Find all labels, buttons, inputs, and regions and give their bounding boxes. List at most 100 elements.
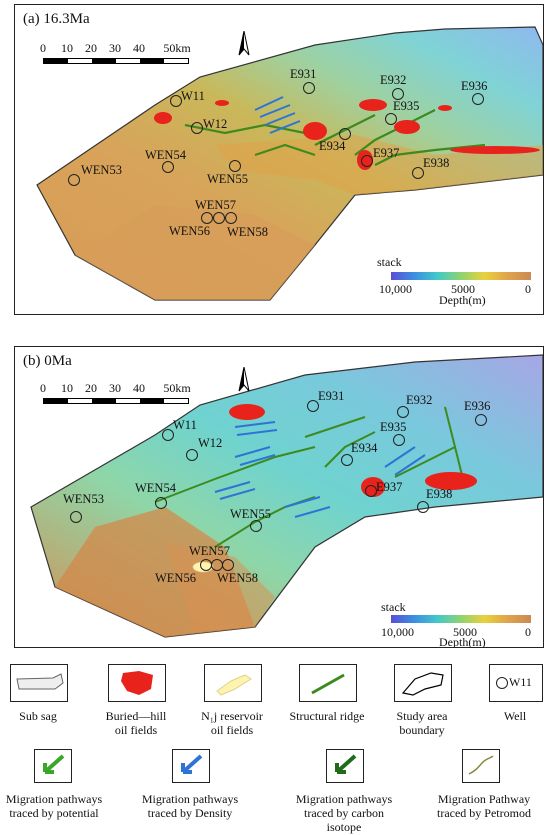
well-label: WEN55 bbox=[207, 172, 248, 186]
colorbar-title: stack bbox=[377, 255, 402, 269]
buried-hill-oil-fields bbox=[229, 404, 477, 497]
density-pathways bbox=[214, 421, 426, 518]
well-label: E935 bbox=[380, 420, 407, 434]
legend-well-sample: W11 bbox=[509, 675, 532, 689]
well-label: WEN54 bbox=[135, 481, 176, 495]
well-marker bbox=[162, 429, 174, 441]
scale-bar-b: 0 10 20 30 40 50km bbox=[40, 381, 231, 415]
well-marker bbox=[222, 559, 234, 571]
pathway-icon-petromod bbox=[468, 755, 494, 775]
well-label: W11 bbox=[173, 418, 197, 432]
legend-ridge-swatch bbox=[299, 664, 357, 702]
well-label: E936 bbox=[461, 79, 488, 93]
well-marker bbox=[70, 511, 82, 523]
scale-tick: 30 bbox=[109, 381, 121, 395]
well-marker bbox=[229, 160, 241, 172]
well-label: WEN55 bbox=[230, 507, 271, 521]
well-marker bbox=[307, 400, 319, 412]
legend-sub-sag-swatch bbox=[10, 664, 68, 702]
basin-map-b bbox=[30, 354, 543, 638]
legend-label: Migration pathways traced by carbon isot… bbox=[295, 792, 393, 834]
well-label: W12 bbox=[203, 117, 228, 131]
legend-label: Migration Pathway traced by Petromod bbox=[437, 792, 531, 820]
well-label: WEN57 bbox=[189, 544, 230, 558]
arrow-icon-isotope bbox=[335, 754, 357, 774]
scale-tick: 0 bbox=[40, 41, 46, 55]
depth-colorbar bbox=[391, 272, 531, 280]
map-panel-0ma: (b) 0Ma 0 10 20 30 40 50km E931 E932 E93… bbox=[14, 346, 544, 648]
legend-label: Structural ridge bbox=[289, 709, 365, 723]
legend-label: Well bbox=[503, 709, 527, 723]
oil-field-icon bbox=[121, 671, 153, 695]
legend-label: Migration pathways traced by Density bbox=[141, 792, 239, 820]
legend-petromod-swatch bbox=[462, 749, 500, 783]
well-marker bbox=[201, 212, 213, 224]
arrow-icon-potential bbox=[43, 754, 65, 774]
depth-colorbar bbox=[391, 615, 531, 623]
well-marker bbox=[385, 113, 397, 125]
density-pathways bbox=[254, 96, 301, 134]
scale-tick: 10 bbox=[61, 381, 73, 395]
well-marker bbox=[341, 454, 353, 466]
basin-map-a bbox=[36, 26, 543, 301]
legend-well-swatch: W11 bbox=[489, 664, 543, 702]
well-label: E932 bbox=[406, 393, 433, 407]
colorbar-tick: 5000 bbox=[453, 625, 477, 639]
well-label: E932 bbox=[380, 73, 407, 87]
legend-label: Sub sag bbox=[19, 709, 57, 723]
legend-label: Migration pathways traced by potential bbox=[5, 792, 103, 820]
well-label: WEN56 bbox=[155, 571, 196, 585]
well-label: E935 bbox=[393, 99, 420, 113]
scale-tick: 30 bbox=[109, 41, 121, 55]
colorbar-tick: 10,000 bbox=[379, 282, 412, 296]
well-marker bbox=[162, 161, 174, 173]
reservoir-icon bbox=[216, 674, 252, 696]
well-label: E931 bbox=[290, 67, 317, 81]
well-label: WEN57 bbox=[195, 198, 236, 212]
well-label: WEN53 bbox=[81, 163, 122, 177]
well-marker bbox=[365, 485, 377, 497]
legend-reservoir-swatch bbox=[204, 664, 262, 702]
well-marker bbox=[213, 212, 225, 224]
well-marker bbox=[361, 155, 373, 167]
boundary-icon bbox=[401, 672, 444, 696]
well-label: E931 bbox=[318, 389, 345, 403]
well-icon bbox=[496, 677, 508, 689]
well-marker bbox=[225, 212, 237, 224]
well-marker bbox=[417, 501, 429, 513]
ridge-icon bbox=[311, 673, 345, 695]
well-marker bbox=[339, 128, 351, 140]
north-arrow-icon bbox=[238, 367, 250, 392]
legend-label: Buried—hill oil fields bbox=[105, 709, 167, 737]
well-marker bbox=[155, 497, 167, 509]
depth-label: Depth(m) bbox=[439, 293, 486, 307]
legend-density-swatch bbox=[172, 749, 210, 783]
legend-buried-hill-swatch bbox=[108, 664, 166, 702]
well-marker bbox=[475, 414, 487, 426]
legend-boundary-swatch bbox=[394, 664, 452, 702]
well-label: E938 bbox=[423, 156, 450, 170]
depth-label: Depth(m) bbox=[439, 635, 486, 648]
well-marker bbox=[170, 95, 182, 107]
scale-tick: 50km bbox=[163, 381, 191, 395]
well-marker bbox=[303, 82, 315, 94]
well-marker bbox=[397, 406, 409, 418]
colorbar-tick: 0 bbox=[525, 625, 531, 639]
structural-ridges bbox=[184, 109, 486, 166]
well-label: WEN58 bbox=[227, 225, 268, 239]
scale-tick: 20 bbox=[85, 381, 97, 395]
well-label: E938 bbox=[426, 487, 453, 501]
well-label: E936 bbox=[464, 399, 491, 413]
scale-tick: 0 bbox=[40, 381, 46, 395]
sub-sag-icon bbox=[16, 673, 64, 690]
north-arrow-icon bbox=[238, 31, 250, 56]
well-label: W12 bbox=[198, 436, 223, 450]
well-label: WEN56 bbox=[169, 224, 210, 238]
well-label: E934 bbox=[351, 441, 378, 455]
well-marker bbox=[412, 167, 424, 179]
well-label: E937 bbox=[376, 480, 403, 494]
well-label: WEN58 bbox=[217, 571, 258, 585]
well-marker bbox=[186, 449, 198, 461]
well-label: E934 bbox=[319, 139, 346, 153]
legend-label: N₁j reservoir oil fields bbox=[201, 709, 263, 737]
